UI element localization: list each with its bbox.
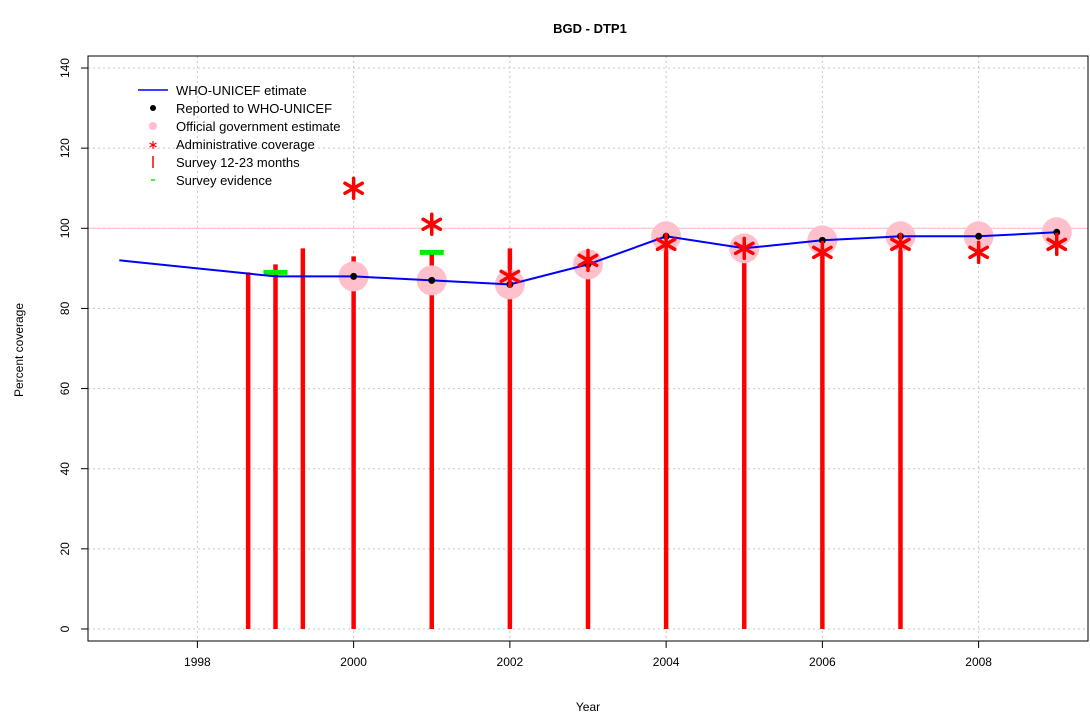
legend-label: Administrative coverage <box>176 137 315 152</box>
legend-item: Reported to WHO-UNICEF <box>150 101 332 116</box>
plot-marks <box>88 176 1088 629</box>
legend-label: Survey evidence <box>176 173 272 188</box>
legend-label: Official government estimate <box>176 119 341 134</box>
x-tick-label: 2000 <box>340 655 367 669</box>
legend-item: WHO-UNICEF etimate <box>138 83 307 98</box>
y-tick-label: 60 <box>58 382 72 396</box>
y-tick-label: 120 <box>58 138 72 158</box>
reported-dot <box>428 276 436 284</box>
x-tick-label: 2002 <box>497 655 524 669</box>
legend-label: Reported to WHO-UNICEF <box>176 101 332 116</box>
y-tick-label: 20 <box>58 542 72 556</box>
plot-frame <box>87 55 1089 642</box>
legend-item: Survey evidence <box>151 173 272 188</box>
admin-coverage-star <box>733 236 755 261</box>
reported-dot <box>1053 228 1061 236</box>
admin-coverage-star <box>577 248 599 273</box>
legend: WHO-UNICEF etimate Reported to WHO-UNICEF… <box>138 83 341 188</box>
x-axis-label: Year <box>576 700 600 714</box>
legend-swatch-admin <box>149 140 157 150</box>
legend-swatch-official <box>149 122 157 130</box>
legend-item: Official government estimate <box>149 119 341 134</box>
y-tick-label: 100 <box>58 218 72 238</box>
y-axis-label: Percent coverage <box>12 303 26 397</box>
legend-label: WHO-UNICEF etimate <box>176 83 307 98</box>
admin-coverage-star <box>968 240 990 265</box>
admin-coverage-star <box>811 240 833 265</box>
admin-coverage-star <box>499 264 521 289</box>
legend-swatch-reported <box>150 105 156 111</box>
legend-item: Administrative coverage <box>149 137 315 152</box>
x-tick-label: 2006 <box>809 655 836 669</box>
y-tick-label: 40 <box>58 462 72 476</box>
reported-dot <box>350 272 358 280</box>
reported-dot <box>975 232 983 240</box>
x-tick-label: 2008 <box>965 655 992 669</box>
admin-coverage-star <box>1046 232 1068 257</box>
chart-title: BGD - DTP1 <box>553 21 627 36</box>
y-tick-label: 0 <box>58 625 72 632</box>
admin-coverage-star <box>890 232 911 257</box>
admin-coverage-star <box>655 232 677 257</box>
x-tick-label: 2004 <box>653 655 680 669</box>
axes: 1998 2000 2002 2004 2006 2008 0 20 40 60 80 100 120 1… <box>58 58 992 669</box>
admin-coverage-star <box>343 176 365 200</box>
reported-dot <box>818 236 826 244</box>
y-tick-label: 80 <box>58 301 72 315</box>
y-tick-label: 140 <box>58 58 72 78</box>
legend-label: Survey 12-23 months <box>176 155 300 170</box>
admin-coverage-star <box>421 212 443 237</box>
legend-item: Survey 12-23 months <box>152 155 300 170</box>
x-tick-label: 1998 <box>184 655 211 669</box>
